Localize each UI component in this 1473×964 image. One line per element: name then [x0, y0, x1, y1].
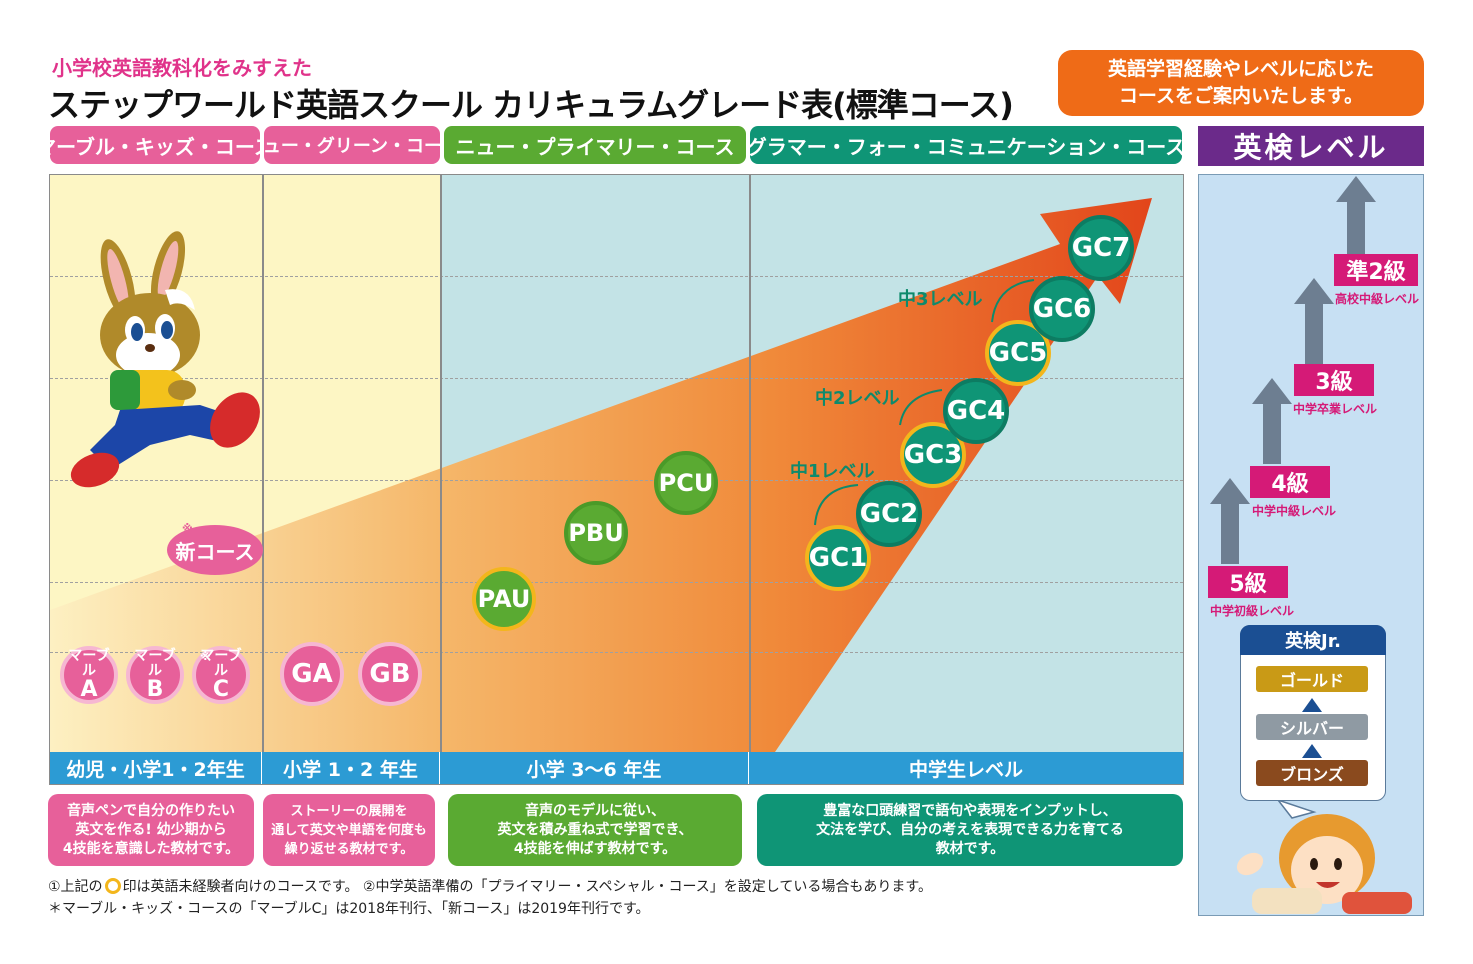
marble-b-letter: B	[146, 677, 164, 702]
arrow-up-icon	[1336, 176, 1376, 202]
grid-line	[50, 652, 1183, 653]
guide-line-1: 英語学習経験やレベルに応じた	[1107, 58, 1374, 80]
marble-b-top: マーブル	[134, 648, 176, 679]
marble-c-top: マーブル	[200, 648, 242, 679]
desc-line: 4技能を意識した教材です。	[62, 840, 240, 857]
footnote-1-end: 印は英語未経験者向けのコースです。 ②中学英語準備の「プライマリー・スペシャル・…	[122, 879, 932, 895]
level-label-grade3: 中3レベル	[898, 289, 983, 310]
description-marble: 音声ペンで自分の作りたい 英文を作る! 幼少期から 4技能を意識した教材です。	[48, 794, 254, 866]
pau-badge: PAU	[472, 567, 536, 631]
gc1-badge: GC1	[805, 525, 871, 591]
girl-mascot-image	[1236, 800, 1412, 914]
column-divider	[749, 174, 751, 784]
footnote-1-start: ①上記の	[48, 879, 103, 895]
desc-line: 音声ペンで自分の作りたい	[67, 802, 235, 819]
level-label-grade2: 中2レベル	[815, 388, 900, 409]
ring-mark-icon	[104, 878, 121, 894]
column-divider	[440, 174, 442, 784]
new-course-badge: 新コース	[167, 525, 263, 575]
eiken-3-note: 中学卒業レベル	[1293, 402, 1378, 416]
description-green: ストーリーの展開を 通して英文や単語を何度も 繰り返せる教材です。	[263, 794, 435, 866]
eiken-4-tag: 4級	[1250, 466, 1330, 498]
rabbit-mascot-image	[70, 231, 260, 488]
desc-line: 英文を積み重ね式で学習でき、	[497, 821, 693, 838]
eiken-jr-bronze: ブロンズ	[1256, 760, 1368, 786]
column-divider	[262, 174, 264, 784]
grade-bar-preschool: 幼児・小学1・2年生	[50, 752, 262, 784]
gc5-badge: GC5	[985, 320, 1051, 386]
course-header-new-green: ニュー・グリーン・コース	[264, 126, 440, 164]
arrow-up-icon	[1252, 378, 1292, 404]
desc-line: 4技能を伸ばす教材です。	[513, 840, 677, 857]
desc-line: 教材です。	[935, 840, 1005, 857]
marble-a-letter: A	[80, 677, 98, 702]
marble-a-top: マーブル	[68, 648, 110, 679]
arrow-up-icon	[1294, 278, 1334, 304]
eiken-4-note: 中学中級レベル	[1252, 504, 1337, 518]
desc-line: ストーリーの展開を	[290, 803, 408, 819]
marble-a-badge: マーブル A	[60, 646, 118, 704]
eiken-5-tag: 5級	[1208, 566, 1288, 598]
guide-line-2: コースをご案内いたします。	[1118, 85, 1364, 107]
marble-c-letter: C	[212, 677, 230, 702]
arrow-up-icon	[1210, 478, 1250, 504]
desc-line: 英文を作る! 幼少期から	[75, 821, 227, 838]
grid-line	[50, 378, 1183, 379]
eiken-pre2-note: 高校中級レベル	[1335, 292, 1420, 306]
chart-frame	[49, 174, 1184, 785]
grade-bar-grade3-6: 小学 3〜6 年生	[440, 752, 749, 784]
course-guide-badge: 英語学習経験やレベルに応じた コースをご案内いたします。	[1058, 50, 1424, 116]
gb-badge: GB	[358, 642, 422, 706]
eiken-pre2-tag: 準2級	[1334, 254, 1418, 286]
eiken-level-header: 英検レベル	[1198, 126, 1424, 166]
arrow-shaft	[1221, 504, 1239, 564]
description-grammar: 豊富な口頭練習で語句や表現をインプットし、 文法を学び、自分の考えを表現できる力…	[757, 794, 1183, 866]
course-header-marble-kids: マーブル・キッズ・コース	[50, 126, 260, 164]
marble-c-mark: ※	[200, 650, 211, 663]
desc-line: 豊富な口頭練習で語句や表現をインプットし、	[823, 802, 1117, 819]
grade-bar-grade1-2: 小学 1・2 年生	[262, 752, 440, 784]
level-label-grade1: 中1レベル	[790, 461, 875, 482]
gc7-badge: GC7	[1068, 215, 1134, 281]
page-title: ステップワールド英語スクール カリキュラムグレード表(標準コース)	[48, 86, 1014, 124]
eiken-jr-title: 英検Jr.	[1240, 625, 1386, 655]
description-primary: 音声のモデルに従い、 英文を積み重ね式で学習でき、 4技能を伸ばす教材です。	[448, 794, 742, 866]
marble-b-badge: マーブル B	[126, 646, 184, 704]
triangle-up-icon	[1302, 744, 1322, 758]
eiken-jr-gold: ゴールド	[1256, 666, 1368, 692]
subtitle: 小学校英語教科化をみすえた	[52, 56, 312, 80]
course-header-grammar: グラマー・フォー・コミュニケーション・コース	[750, 126, 1182, 164]
footnote-1: ①上記の 印は英語未経験者向けのコースです。 ②中学英語準備の「プライマリー・スペ…	[48, 876, 932, 896]
footnote-2: ＊マーブル・キッズ・コースの「マーブルC」は2018年刊行、「新コース」は201…	[48, 901, 650, 917]
grid-line	[50, 276, 1183, 277]
pbu-badge: PBU	[564, 501, 628, 565]
desc-line: 繰り返せる教材です。	[284, 841, 414, 857]
arrow-shaft	[1305, 304, 1323, 364]
desc-line: 文法を学び、自分の考えを表現できる力を育てる	[816, 821, 1124, 838]
pcu-badge: PCU	[654, 451, 718, 515]
gc2-badge: GC2	[856, 481, 922, 547]
marble-c-badge: マーブル C	[192, 646, 250, 704]
grid-line	[50, 582, 1183, 583]
triangle-up-icon	[1302, 698, 1322, 712]
desc-line: 通して英文や単語を何度も	[271, 822, 427, 838]
eiken-3-tag: 3級	[1294, 364, 1374, 396]
desc-line: 音声のモデルに従い、	[525, 802, 665, 819]
ga-badge: GA	[280, 642, 344, 706]
gc6-badge: GC6	[1029, 276, 1095, 342]
eiken-5-note: 中学初級レベル	[1210, 604, 1295, 618]
arrow-shaft	[1347, 202, 1365, 254]
grid-line	[50, 480, 1183, 481]
grade-bar-junior-high: 中学生レベル	[749, 752, 1183, 784]
course-header-new-primary: ニュー・プライマリー・コース	[444, 126, 746, 164]
arrow-shaft	[1263, 404, 1281, 464]
eiken-jr-silver: シルバー	[1256, 714, 1368, 740]
gc4-badge: GC4	[943, 378, 1009, 444]
